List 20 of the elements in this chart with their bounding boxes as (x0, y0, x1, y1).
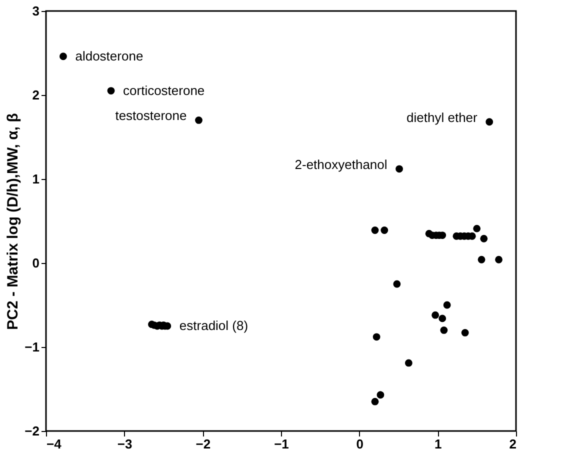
y-tick-label: −1 (24, 340, 40, 354)
annotation: diethyl ether (406, 110, 478, 125)
annotation: estradiol (8) (179, 318, 248, 333)
y-axis-title: PC2 - Matrix log (D/h),MW, α, β (4, 113, 22, 330)
y-tick-label: 3 (32, 4, 40, 18)
annotation: 2-ethoxyethanol (294, 156, 388, 172)
y-tick-label: 1 (32, 172, 40, 186)
y-tick-label: −2 (24, 424, 40, 438)
x-tick-label: 2 (509, 436, 516, 452)
x-tick-label: 0 (356, 436, 364, 452)
x-tick-label: 1 (434, 436, 442, 452)
x-tick-label: −2 (196, 436, 211, 452)
x-tick-label: −3 (117, 436, 132, 452)
x-tick-label: −4 (46, 436, 62, 452)
y-tick-label: 0 (32, 256, 40, 270)
annotation: aldosterone (75, 48, 144, 64)
x-tick-label: −1 (274, 436, 289, 452)
annotation: corticosterone (123, 82, 205, 98)
annotation: testosterone (115, 108, 187, 124)
y-tick-label: 2 (32, 88, 40, 102)
